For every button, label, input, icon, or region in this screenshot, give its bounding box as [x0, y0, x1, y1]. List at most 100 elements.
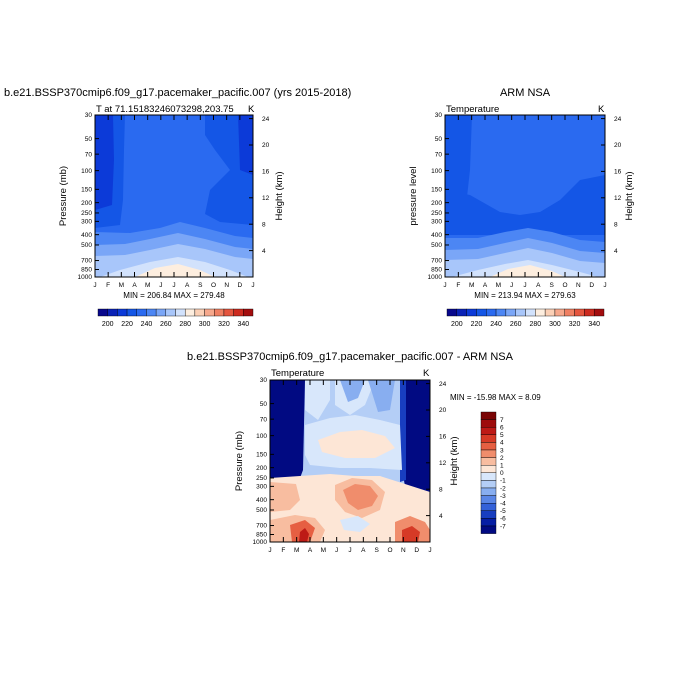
- pressure-tick-label: 400: [431, 232, 442, 239]
- x-tick-label: A: [536, 282, 541, 289]
- panel-diff-stats: MIN = -15.98 MAX = 8.09: [450, 393, 541, 402]
- x-tick-label: F: [106, 282, 110, 289]
- colorbar-swatch: [107, 308, 118, 317]
- x-tick-label: J: [603, 282, 606, 289]
- colorbar-label: 2: [500, 455, 504, 462]
- pressure-tick-label: 150: [431, 187, 442, 194]
- colorbar-swatch: [486, 308, 497, 317]
- height-tick-label: 8: [262, 221, 266, 228]
- colorbar-swatch: [184, 308, 196, 317]
- pressure-tick-label: 150: [81, 187, 92, 194]
- height-tick-label: 24: [439, 381, 447, 388]
- pressure-tick-label: 500: [256, 507, 267, 514]
- pressure-tick-label: 250: [81, 210, 92, 217]
- colorbar-swatch: [480, 480, 497, 489]
- colorbar-swatch: [495, 308, 507, 317]
- panel-diff-field: [270, 380, 430, 542]
- colorbar-label: 3: [500, 447, 504, 454]
- colorbar-swatch: [480, 510, 497, 519]
- colorbar-label: 240: [141, 321, 153, 328]
- colorbar-label: 260: [510, 321, 522, 328]
- colorbar-label: 7: [500, 417, 504, 424]
- panel-model-colorbar: 200 220 240 260 280 300 320 340: [97, 308, 254, 328]
- colorbar-label: -7: [500, 523, 506, 530]
- panel-diff-title: b.e21.BSSP370cmip6.f09_g17.pacemaker_pac…: [187, 351, 514, 363]
- panel-model-title: b.e21.BSSP370cmip6.f09_g17.pacemaker_pac…: [4, 87, 351, 99]
- pressure-tick-label: 1000: [78, 274, 93, 281]
- x-tick-label: A: [185, 282, 190, 289]
- pressure-tick-label: 50: [260, 401, 268, 408]
- panel-model-ylabel-right: Height (km): [274, 171, 285, 220]
- height-tick-label: 24: [262, 116, 270, 123]
- x-tick-label: D: [414, 547, 419, 554]
- colorbar-swatch: [480, 442, 497, 451]
- panel-obs-ylabel-right: Height (km): [624, 171, 635, 220]
- height-tick-label: 20: [614, 142, 622, 149]
- pressure-tick-label: 100: [256, 433, 267, 440]
- x-tick-label: F: [456, 282, 460, 289]
- panel-model: b.e21.BSSP370cmip6.f09_g17.pacemaker_pac…: [4, 87, 351, 328]
- colorbar-label: -3: [500, 493, 506, 500]
- colorbar-swatch: [525, 308, 536, 317]
- colorbar-swatch: [584, 308, 595, 317]
- colorbar-swatch: [535, 308, 546, 317]
- colorbar-swatch: [505, 308, 516, 317]
- panel-diff-ylabel-right: Height (km): [449, 436, 460, 485]
- x-tick-label: O: [211, 282, 216, 289]
- panel-diff-left-label: Temperature: [271, 368, 324, 379]
- colorbar-swatch: [554, 308, 565, 317]
- height-tick-label: 20: [262, 142, 270, 149]
- pressure-tick-label: 1000: [428, 274, 443, 281]
- colorbar-swatch: [480, 503, 497, 512]
- colorbar-label: -6: [500, 516, 506, 523]
- x-tick-label: J: [93, 282, 96, 289]
- panel-diff-ylabel: Pressure (mb): [234, 431, 245, 491]
- pressure-tick-label: 400: [256, 497, 267, 504]
- height-tick-label: 12: [614, 195, 622, 202]
- panel-obs-title: ARM NSA: [500, 87, 551, 99]
- x-tick-label: M: [469, 282, 474, 289]
- x-tick-label: J: [159, 282, 162, 289]
- panel-model-field: [95, 115, 253, 277]
- colorbar-label: 320: [218, 321, 230, 328]
- pressure-tick-label: 70: [85, 151, 93, 158]
- colorbar-label: 6: [500, 425, 504, 432]
- x-tick-label: M: [145, 282, 150, 289]
- x-tick-label: D: [237, 282, 242, 289]
- pressure-tick-label: 30: [260, 377, 268, 384]
- colorbar-label: 340: [237, 321, 249, 328]
- pressure-tick-label: 100: [431, 168, 442, 175]
- colorbar-label: 240: [490, 321, 502, 328]
- colorbar-label: 280: [179, 321, 191, 328]
- colorbar-swatch: [480, 419, 497, 428]
- colorbar-swatch: [155, 308, 167, 317]
- height-tick-label: 12: [262, 195, 270, 202]
- pressure-tick-label: 200: [81, 200, 92, 207]
- pressure-tick-label: 1000: [253, 539, 268, 546]
- colorbar-label: 220: [121, 321, 133, 328]
- pressure-tick-label: 700: [256, 523, 267, 530]
- pressure-tick-label: 50: [85, 136, 93, 143]
- x-tick-label: M: [321, 547, 326, 554]
- panel-model-left-label: T at 71.15183246073298,203.75: [96, 104, 234, 115]
- pressure-tick-label: 300: [256, 484, 267, 491]
- height-tick-label: 24: [614, 116, 622, 123]
- x-tick-label: M: [119, 282, 124, 289]
- pressure-tick-label: 250: [256, 475, 267, 482]
- pressure-tick-label: 300: [431, 219, 442, 226]
- colorbar-swatch: [480, 487, 497, 496]
- colorbar-swatch: [136, 308, 147, 317]
- colorbar-swatch: [480, 427, 497, 436]
- x-tick-label: S: [198, 282, 203, 289]
- pressure-tick-label: 100: [81, 168, 92, 175]
- colorbar-swatch: [214, 308, 225, 317]
- colorbar-swatch: [480, 434, 497, 443]
- colorbar-swatch: [126, 308, 137, 317]
- pressure-tick-label: 200: [431, 200, 442, 207]
- height-tick-label: 16: [614, 169, 622, 176]
- colorbar-swatch: [480, 465, 497, 474]
- colorbar-swatch: [574, 308, 585, 317]
- pressure-tick-label: 250: [431, 210, 442, 217]
- panel-model-units: K: [248, 104, 255, 115]
